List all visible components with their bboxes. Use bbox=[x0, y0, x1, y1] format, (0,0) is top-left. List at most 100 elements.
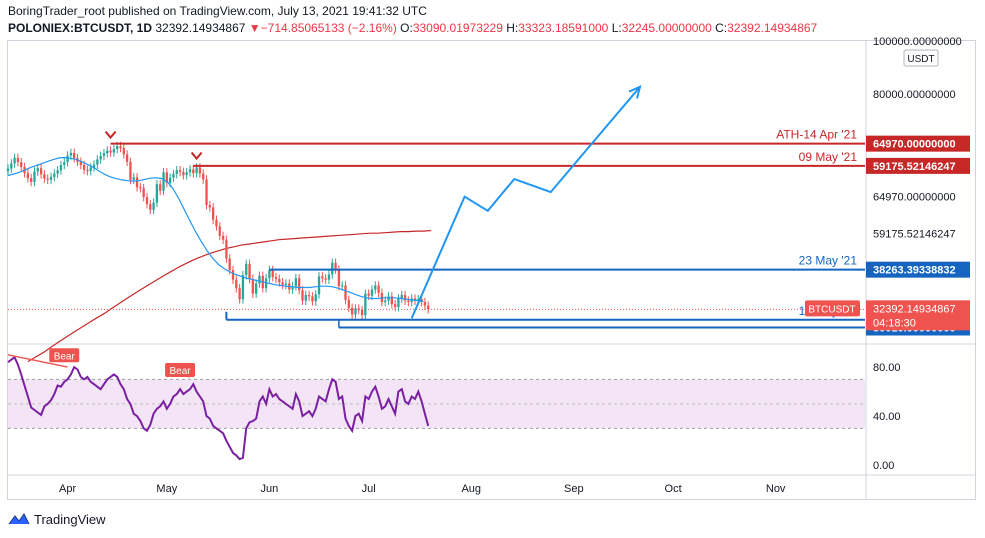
candle[interactable] bbox=[360, 305, 364, 320]
candle[interactable] bbox=[341, 281, 344, 291]
candle[interactable] bbox=[185, 168, 188, 180]
candle[interactable] bbox=[125, 150, 129, 167]
candle[interactable] bbox=[79, 157, 82, 170]
candle[interactable] bbox=[377, 281, 380, 298]
candle[interactable] bbox=[109, 146, 112, 157]
candle[interactable] bbox=[294, 274, 298, 291]
candle[interactable] bbox=[162, 168, 165, 196]
candle[interactable] bbox=[357, 304, 360, 315]
candle[interactable] bbox=[175, 166, 178, 179]
candle[interactable] bbox=[106, 146, 109, 158]
candle[interactable] bbox=[99, 151, 102, 164]
candle[interactable] bbox=[16, 153, 20, 167]
bear-label-badge[interactable] bbox=[165, 362, 196, 377]
bear-label-badge[interactable] bbox=[49, 348, 80, 363]
candle[interactable] bbox=[188, 165, 192, 177]
candle[interactable] bbox=[155, 179, 159, 208]
candle[interactable] bbox=[390, 292, 393, 309]
candle[interactable] bbox=[142, 183, 145, 202]
candle[interactable] bbox=[413, 294, 417, 305]
candle[interactable] bbox=[400, 290, 403, 303]
candle[interactable] bbox=[63, 157, 66, 170]
candle[interactable] bbox=[39, 163, 43, 179]
candle[interactable] bbox=[89, 163, 92, 176]
candle[interactable] bbox=[10, 159, 13, 173]
candle[interactable] bbox=[202, 169, 205, 184]
candle[interactable] bbox=[354, 304, 357, 319]
candle[interactable] bbox=[73, 148, 76, 163]
candle[interactable] bbox=[20, 157, 23, 172]
candle[interactable] bbox=[221, 231, 225, 245]
chart-canvas[interactable]: 100000.00000000 80000.00000000 64970.00000… bbox=[0, 0, 985, 505]
candle[interactable] bbox=[192, 165, 195, 178]
candle[interactable] bbox=[96, 155, 99, 169]
candle[interactable] bbox=[311, 292, 314, 306]
candle[interactable] bbox=[228, 254, 231, 275]
candle[interactable] bbox=[281, 277, 284, 290]
candle[interactable] bbox=[274, 272, 278, 284]
candle[interactable] bbox=[36, 163, 39, 176]
candle[interactable] bbox=[284, 279, 288, 290]
candle[interactable] bbox=[423, 297, 427, 310]
candle[interactable] bbox=[178, 166, 182, 177]
candle[interactable] bbox=[301, 285, 304, 305]
candle[interactable] bbox=[53, 169, 56, 182]
candle[interactable] bbox=[314, 290, 317, 306]
candle[interactable] bbox=[370, 285, 374, 301]
candle[interactable] bbox=[6, 164, 10, 176]
candle[interactable] bbox=[427, 301, 430, 314]
candle[interactable] bbox=[33, 167, 36, 187]
candle[interactable] bbox=[317, 272, 321, 299]
candle[interactable] bbox=[215, 215, 218, 231]
candle[interactable] bbox=[350, 303, 354, 319]
candle[interactable] bbox=[238, 283, 241, 304]
candle[interactable] bbox=[26, 168, 30, 183]
candle[interactable] bbox=[235, 275, 238, 293]
candle[interactable] bbox=[268, 265, 271, 283]
candle[interactable] bbox=[112, 144, 116, 157]
currency-badge[interactable] bbox=[903, 49, 939, 67]
candle[interactable] bbox=[347, 295, 350, 313]
candle[interactable] bbox=[132, 173, 135, 185]
candle[interactable] bbox=[211, 203, 215, 225]
candle[interactable] bbox=[321, 272, 324, 283]
symbol-name[interactable]: POLONIEX:BTCUSDT, 1D bbox=[8, 21, 153, 35]
candle[interactable] bbox=[397, 294, 400, 312]
candle[interactable] bbox=[86, 165, 89, 176]
candle[interactable] bbox=[251, 274, 255, 298]
candle[interactable] bbox=[165, 168, 168, 188]
candle[interactable] bbox=[49, 172, 53, 185]
candle[interactable] bbox=[271, 265, 274, 282]
candle[interactable] bbox=[255, 279, 258, 298]
candle[interactable] bbox=[231, 265, 235, 284]
candle[interactable] bbox=[393, 299, 397, 312]
candle[interactable] bbox=[46, 174, 49, 185]
candle[interactable] bbox=[208, 200, 211, 212]
candle[interactable] bbox=[327, 270, 331, 284]
candle[interactable] bbox=[159, 179, 162, 196]
candle[interactable] bbox=[182, 167, 185, 180]
candle[interactable] bbox=[364, 289, 367, 320]
candle[interactable] bbox=[225, 235, 228, 263]
candle[interactable] bbox=[172, 169, 175, 183]
candle[interactable] bbox=[307, 290, 311, 301]
candle[interactable] bbox=[102, 149, 106, 161]
candle[interactable] bbox=[218, 222, 221, 241]
candle[interactable] bbox=[56, 166, 59, 178]
candle[interactable] bbox=[135, 173, 139, 192]
candle[interactable] bbox=[331, 258, 334, 279]
candle[interactable] bbox=[205, 175, 208, 210]
candle[interactable] bbox=[245, 259, 248, 280]
candle[interactable] bbox=[324, 274, 327, 284]
candle[interactable] bbox=[43, 170, 46, 183]
candle[interactable] bbox=[152, 198, 155, 215]
candle[interactable] bbox=[13, 153, 16, 168]
candle[interactable] bbox=[59, 160, 63, 175]
candle[interactable] bbox=[258, 271, 261, 288]
candle[interactable] bbox=[304, 290, 307, 305]
candle[interactable] bbox=[30, 173, 33, 187]
candle[interactable] bbox=[291, 281, 294, 294]
candle[interactable] bbox=[122, 143, 125, 159]
candle[interactable] bbox=[403, 290, 407, 305]
rsi-line[interactable] bbox=[7, 355, 430, 461]
